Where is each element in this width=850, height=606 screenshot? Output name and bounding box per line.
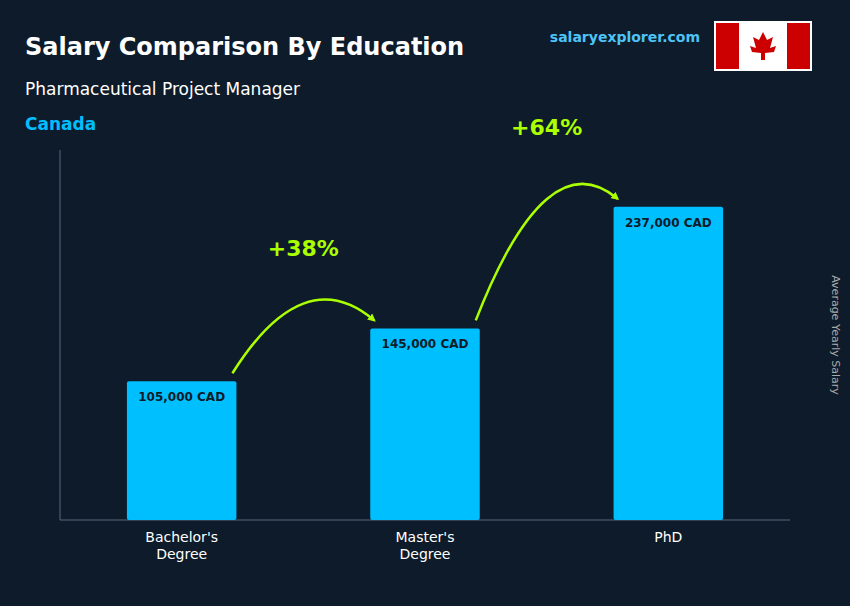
category-label: Bachelor'sDegree: [145, 529, 218, 562]
flag-field: [715, 22, 811, 70]
watermark: salaryexplorer.com: [550, 29, 700, 45]
bar: [370, 328, 480, 520]
title: Salary Comparison By Education: [25, 33, 464, 61]
growth-arrow: [476, 184, 618, 320]
chart: 105,000 CAD 145,000 CAD 237,000 CAD Bachelo…: [0, 0, 850, 606]
data-label: 105,000 CAD: [138, 390, 225, 404]
category-label: PhD: [654, 529, 682, 545]
value-axis-line: [60, 150, 61, 520]
flag: [715, 22, 811, 70]
data-label: 237,000 CAD: [625, 216, 712, 230]
category-label-line: Degree: [156, 546, 207, 562]
y-axis-label: Average Yearly Salary: [829, 275, 842, 395]
flag-center: [739, 23, 787, 69]
annotation: +38%: [268, 236, 339, 261]
bar: [614, 207, 724, 520]
bar: [127, 381, 236, 520]
category-label: Master'sDegree: [396, 529, 455, 562]
bars: [127, 207, 723, 520]
background: [0, 0, 850, 606]
annotation: +64%: [511, 115, 582, 140]
flag-leaf: [750, 32, 776, 60]
subtitle: Pharmaceutical Project Manager: [25, 79, 300, 99]
category-label-line: PhD: [654, 529, 682, 545]
category-label-line: Bachelor's: [145, 529, 218, 545]
category-label-line: Degree: [400, 546, 451, 562]
data-label: 145,000 CAD: [382, 337, 469, 351]
country: Canada: [25, 114, 96, 134]
category-label-line: Master's: [396, 529, 455, 545]
growth-arrow: [232, 300, 374, 374]
